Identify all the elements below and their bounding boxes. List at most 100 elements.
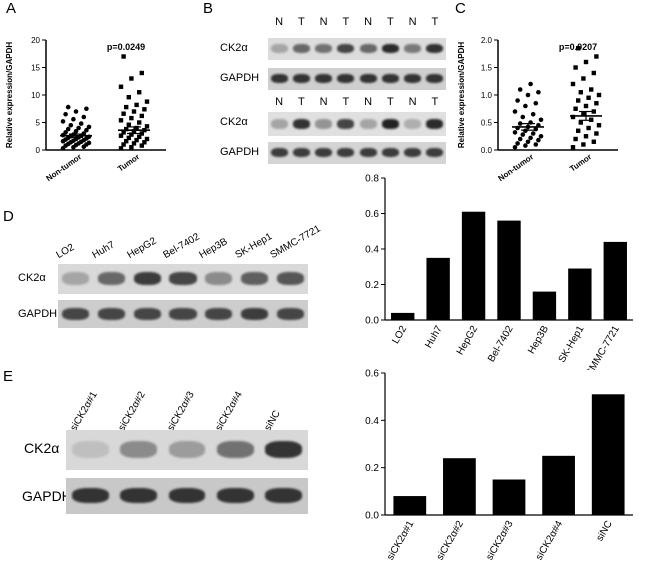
data-point <box>126 135 131 141</box>
protein-band <box>426 118 444 129</box>
protein-band <box>359 118 377 129</box>
protein-band <box>168 441 206 458</box>
lane-label: siCK2α#4 <box>213 389 245 433</box>
data-point <box>121 111 126 116</box>
y-axis-label: Relative expression/GAPDH <box>5 42 14 148</box>
data-point <box>118 133 124 138</box>
protein-band <box>217 488 254 504</box>
data-point <box>137 134 142 139</box>
data-point <box>538 117 544 123</box>
data-point <box>583 59 589 65</box>
data-point <box>129 132 134 137</box>
x-tick-label: SMMC-7721 <box>584 324 622 370</box>
protein-band <box>315 148 333 158</box>
panel-label-c: C <box>455 0 466 17</box>
data-point <box>65 126 71 132</box>
data-point <box>596 123 602 128</box>
y-tick-label: 0.6 <box>365 369 379 380</box>
data-point <box>533 142 539 147</box>
data-point <box>573 106 578 111</box>
x-tick-label: LO2 <box>390 324 409 346</box>
x-tick-label: Non-tumor <box>44 152 83 183</box>
protein-band <box>62 272 90 285</box>
protein-band <box>337 148 355 158</box>
data-point <box>583 134 589 139</box>
bar <box>603 241 627 320</box>
protein-band <box>381 148 399 158</box>
lane-label: N <box>275 16 284 28</box>
data-point <box>594 101 599 106</box>
data-point <box>530 131 536 136</box>
protein-band <box>62 307 90 320</box>
bar <box>497 220 521 320</box>
data-point <box>78 121 84 126</box>
panel-label-b: B <box>203 0 214 17</box>
data-point <box>536 89 541 95</box>
data-point <box>134 102 139 108</box>
protein-band <box>315 74 333 84</box>
protein-band <box>292 148 310 158</box>
bar <box>591 394 625 515</box>
protein-band <box>404 148 422 158</box>
protein-band <box>120 441 157 458</box>
data-point <box>68 122 74 128</box>
protein-band <box>98 272 126 285</box>
x-tick-label: siCK2α#2 <box>435 519 467 563</box>
protein-band <box>71 441 109 458</box>
protein-band <box>217 441 254 458</box>
bar <box>568 268 592 320</box>
data-point <box>517 87 523 92</box>
protein-band <box>426 148 444 158</box>
data-point <box>515 98 520 103</box>
lane-label: Hep3B <box>197 236 230 261</box>
protein-band <box>205 272 233 285</box>
protein-band <box>270 148 288 158</box>
y-tick-label: 0.6 <box>365 209 379 220</box>
data-point <box>124 139 129 144</box>
western-blot-e: siCK2α#1 siCK2α#2 siCK2α#3 siCK2α#4 siNC CK2α… <box>18 380 310 520</box>
x-tick-label: Hep3B <box>526 324 551 356</box>
lane-label: N <box>319 96 328 108</box>
data-point <box>129 145 134 150</box>
x-tick-label: SK-Hep1 <box>557 324 587 365</box>
lane-label: N <box>408 16 417 28</box>
lane-label: Huh7 <box>90 239 117 261</box>
data-point <box>121 130 126 135</box>
lane-label: N <box>319 16 328 28</box>
data-point <box>139 70 144 76</box>
data-point <box>71 116 76 122</box>
data-point <box>86 140 92 146</box>
data-point <box>124 104 129 110</box>
protein-band <box>240 272 268 285</box>
lane-label: N <box>275 96 284 108</box>
x-tick-label: siCK2α#3 <box>484 519 516 563</box>
data-point <box>142 140 147 145</box>
protein-band <box>270 118 288 129</box>
x-tick-label: Huh7 <box>423 324 445 351</box>
protein-band <box>276 272 304 285</box>
data-point <box>589 87 594 92</box>
blot-strip-gapdh <box>66 478 308 514</box>
row-label-ck2a: CK2α <box>220 116 248 128</box>
data-point <box>63 130 68 135</box>
x-tick-label: Bel-7402 <box>486 324 516 365</box>
y-tick-label: 2.0 <box>481 36 493 45</box>
x-tick-label: HepG2 <box>455 324 481 357</box>
data-point <box>139 143 144 148</box>
data-point <box>65 104 71 110</box>
data-point <box>570 114 576 120</box>
bar <box>443 458 476 515</box>
y-tick-label: 0 <box>36 146 41 155</box>
data-point <box>591 70 596 76</box>
x-tick-label: Tumor <box>116 152 141 173</box>
data-point <box>576 46 581 51</box>
bar <box>461 211 486 320</box>
data-point <box>517 136 523 142</box>
lane-label: HepG2 <box>125 235 159 261</box>
data-point <box>528 81 533 87</box>
blot-strip-ck2a <box>66 430 308 470</box>
y-tick-label: 10 <box>31 91 40 100</box>
blot-strip-gapdh-top <box>268 68 446 90</box>
data-point <box>63 111 68 117</box>
protein-band <box>381 44 399 54</box>
